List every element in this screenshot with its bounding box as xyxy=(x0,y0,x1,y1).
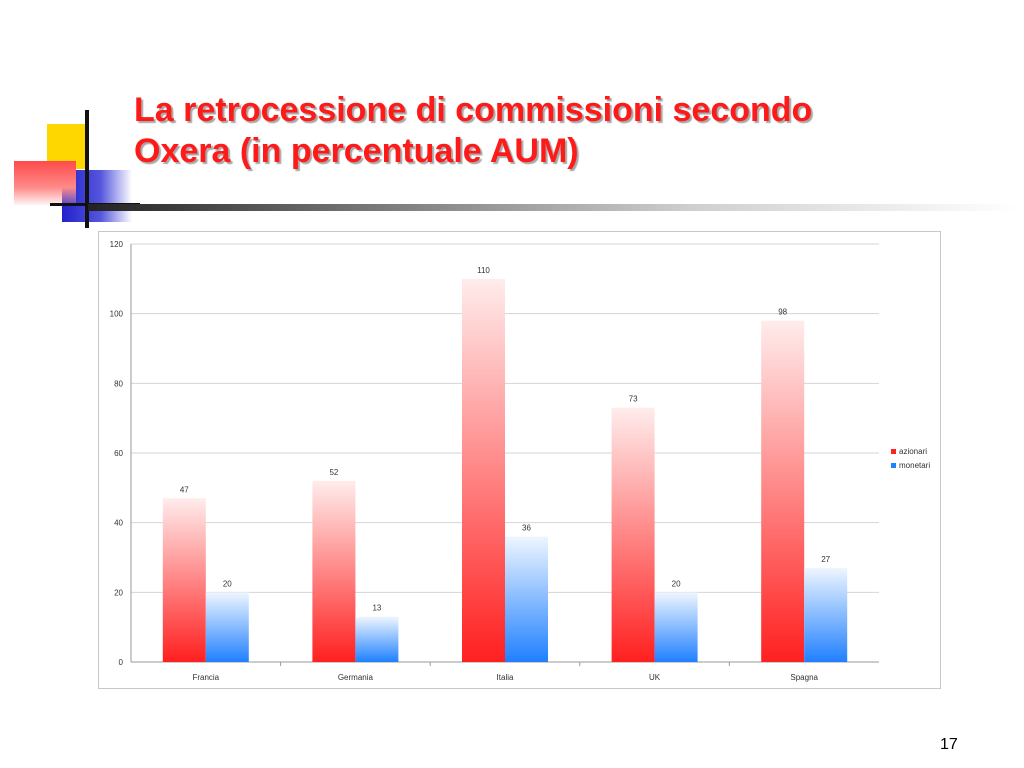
data-label: 27 xyxy=(821,555,830,564)
y-tick-label: 80 xyxy=(114,379,123,388)
bar-azionari xyxy=(462,278,505,662)
y-tick-label: 20 xyxy=(114,588,123,597)
data-label: 98 xyxy=(778,308,787,317)
legend-swatch-monetari xyxy=(891,463,896,468)
chart-container: 0 20 40 60 80 100 120 47 20 Francia 52 13 Germania 11… xyxy=(98,231,941,689)
x-tick-label: Spagna xyxy=(790,673,818,682)
data-label: 110 xyxy=(477,266,490,275)
y-tick-label: 120 xyxy=(110,240,124,249)
y-tick-label: 60 xyxy=(114,449,123,458)
data-label: 36 xyxy=(522,524,531,533)
legend-swatch-azionari xyxy=(891,449,896,454)
logo-red-square xyxy=(14,161,76,205)
x-tick-label: Italia xyxy=(497,673,514,682)
slide-title: La retrocessione di commissioni secondo … xyxy=(134,90,994,173)
slide-title-line-1: La retrocessione di commissioni secondo xyxy=(134,91,813,129)
bar-monetari xyxy=(804,567,848,662)
bar-azionari xyxy=(312,480,356,662)
bar-monetari xyxy=(654,592,698,662)
y-tick-label: 100 xyxy=(110,310,124,319)
bar-monetari xyxy=(355,616,399,662)
logo-vertical-line xyxy=(85,110,89,228)
x-tick-label: Germania xyxy=(338,673,374,682)
x-tick-label: Francia xyxy=(192,673,219,682)
bar-azionari xyxy=(162,498,206,662)
data-label: 52 xyxy=(329,468,338,477)
bar-azionari xyxy=(761,320,805,662)
legend-label-monetari: monetari xyxy=(899,461,930,470)
decorative-logo xyxy=(0,0,140,235)
bar-monetari xyxy=(205,592,249,662)
y-tick-label: 0 xyxy=(119,658,124,667)
page-number: 17 xyxy=(940,736,958,753)
bar-chart: 0 20 40 60 80 100 120 47 20 Francia 52 13 Germania 11… xyxy=(110,240,931,682)
bar-azionari xyxy=(611,407,655,662)
y-tick-label: 40 xyxy=(114,519,123,528)
data-label: 20 xyxy=(223,579,232,588)
legend-label-azionari: azionari xyxy=(899,447,927,456)
title-underline xyxy=(88,204,1018,211)
slide-title-line-2: Oxera (in percentuale AUM) xyxy=(134,132,579,171)
x-tick-label: UK xyxy=(649,673,661,682)
bar-monetari xyxy=(505,536,548,662)
data-label: 20 xyxy=(672,579,681,588)
data-label: 13 xyxy=(372,604,381,613)
data-label: 47 xyxy=(180,485,189,494)
data-label: 73 xyxy=(629,395,638,404)
